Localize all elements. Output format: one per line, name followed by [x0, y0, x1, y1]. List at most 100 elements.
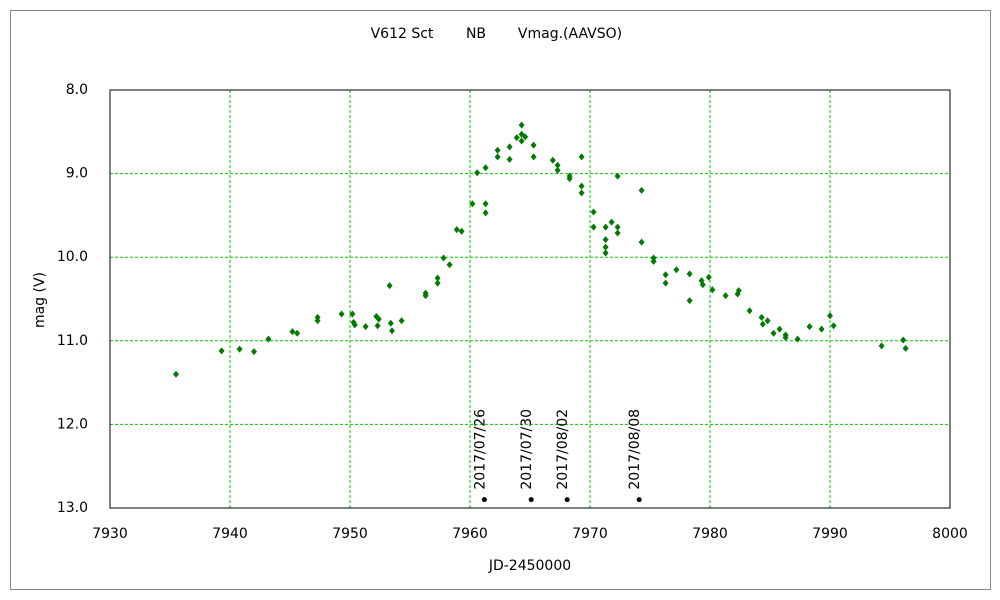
- data-point: [776, 325, 783, 333]
- plot-area: [109, 89, 951, 509]
- data-point: [469, 200, 476, 208]
- data-point: [506, 155, 513, 163]
- data-point: [566, 175, 573, 183]
- data-point: [900, 336, 907, 344]
- x-tick-label: 7940: [212, 526, 248, 542]
- data-point: [513, 134, 520, 142]
- data-point: [482, 209, 489, 217]
- data-point: [662, 271, 669, 279]
- legend-entry: Vmag.(AAVSO): [518, 26, 622, 42]
- annotation-label: 2017/07/30: [519, 409, 535, 490]
- data-point: [173, 370, 179, 378]
- data-point: [338, 310, 345, 318]
- data-point: [902, 344, 909, 352]
- data-point: [389, 327, 395, 335]
- data-point: [422, 292, 429, 300]
- annotation-marker: [481, 497, 487, 503]
- data-point: [770, 329, 777, 337]
- data-point: [474, 169, 481, 177]
- data-point: [590, 223, 597, 231]
- data-point: [387, 319, 394, 327]
- chart-title: V612 Sct: [371, 26, 434, 42]
- y-tick-label: 12.0: [57, 416, 88, 432]
- y-tick-label: 10.0: [57, 249, 88, 265]
- data-point: [294, 329, 301, 337]
- data-point: [482, 200, 489, 208]
- annotation-marker: [528, 497, 534, 503]
- y-axis-label: mag (V): [32, 272, 48, 328]
- data-point: [827, 312, 833, 320]
- data-point: [638, 238, 645, 246]
- data-point: [878, 342, 885, 350]
- data-point: [794, 335, 801, 343]
- data-point: [494, 153, 501, 161]
- data-point: [614, 172, 621, 180]
- data-point: [705, 273, 712, 281]
- data-point: [375, 315, 382, 323]
- data-point: [578, 153, 585, 161]
- data-point: [578, 189, 585, 197]
- data-point: [608, 218, 615, 226]
- chart-subtitle: NB: [466, 26, 486, 42]
- data-point: [782, 333, 789, 341]
- data-point: [638, 186, 645, 194]
- data-point: [289, 328, 296, 336]
- data-point: [590, 208, 597, 216]
- x-tick-label: 7950: [332, 526, 368, 542]
- data-point: [614, 229, 621, 237]
- data-point: [554, 166, 561, 174]
- data-point: [602, 249, 609, 257]
- data-point: [506, 143, 513, 151]
- data-point: [686, 270, 693, 278]
- data-point: [453, 226, 460, 234]
- x-tick-label: 7970: [572, 526, 608, 542]
- x-tick-label: 7990: [812, 526, 848, 542]
- y-tick-label: 8.0: [66, 82, 88, 98]
- data-point: [818, 325, 825, 333]
- data-point: [251, 348, 257, 356]
- data-point: [806, 323, 813, 331]
- data-point: [578, 182, 585, 190]
- data-point: [434, 279, 441, 287]
- data-point: [530, 141, 537, 149]
- data-point: [709, 286, 716, 294]
- x-axis-label: JD-2450000: [488, 558, 571, 574]
- data-point: [759, 320, 766, 328]
- data-point: [374, 322, 381, 330]
- y-tick-label: 9.0: [66, 166, 88, 182]
- data-point: [602, 223, 609, 231]
- data-point: [494, 146, 501, 154]
- data-point: [722, 292, 729, 300]
- frame: [10, 10, 991, 590]
- data-point: [440, 254, 447, 262]
- x-tick-label: 7980: [692, 526, 728, 542]
- y-tick-label: 13.0: [57, 500, 88, 516]
- data-point: [614, 223, 621, 231]
- data-point: [662, 279, 669, 287]
- data-point: [554, 161, 561, 169]
- annotation-marker: [636, 497, 642, 503]
- annotation-label: 2017/08/08: [627, 409, 643, 490]
- data-point: [314, 317, 321, 325]
- data-point: [699, 281, 706, 289]
- data-point: [236, 345, 243, 353]
- data-point: [764, 317, 771, 325]
- data-point: [482, 164, 489, 172]
- data-point: [650, 257, 657, 265]
- x-tick-label: 7930: [92, 526, 128, 542]
- data-point: [530, 153, 537, 161]
- data-point: [830, 322, 837, 330]
- data-point: [434, 274, 441, 282]
- y-tick-label: 11.0: [57, 333, 88, 349]
- x-tick-label: 7960: [452, 526, 488, 542]
- data-point: [446, 261, 453, 269]
- data-point: [602, 236, 609, 244]
- data-point: [686, 297, 693, 305]
- data-point: [349, 310, 356, 318]
- data-point: [458, 227, 465, 235]
- data-point: [218, 347, 225, 355]
- data-point: [746, 307, 753, 315]
- annotation-label: 2017/08/02: [555, 409, 571, 490]
